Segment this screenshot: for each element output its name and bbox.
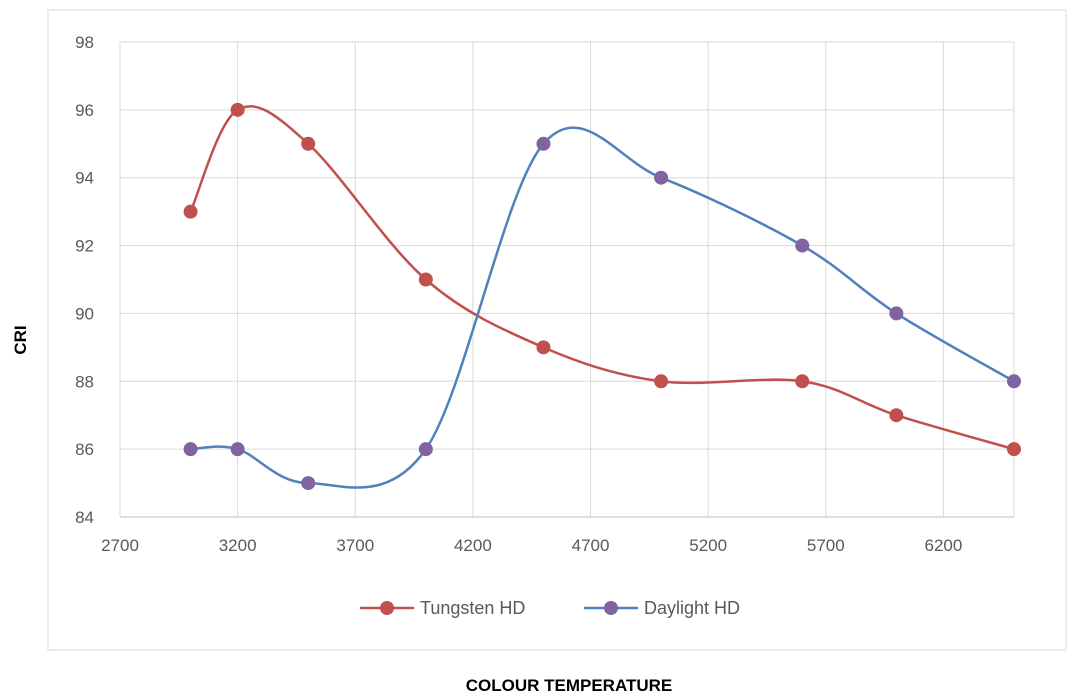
data-point [418,272,433,287]
data-point [889,408,904,423]
data-point [536,136,551,151]
y-tick-label: 90 [75,304,94,323]
y-tick-label: 92 [75,237,94,256]
series-1 [183,126,1021,491]
legend-item: Tungsten HD [360,598,525,618]
data-point [795,238,810,253]
x-tick-label: 3700 [336,536,374,555]
tick-labels: 84 86 88 90 92 94 96 98 2700 3200 3700 4200 4700 5200… [75,33,962,555]
data-point [183,442,198,457]
legend-marker [604,601,618,615]
chart-frame [47,9,1067,651]
x-tick-label: 3200 [219,536,257,555]
x-tick-label: 2700 [101,536,139,555]
x-tick-label: 5200 [689,536,727,555]
legend-marker [380,601,394,615]
data-point [795,374,810,389]
x-tick-label: 4200 [454,536,492,555]
data-point [536,340,551,355]
data-point [230,442,245,457]
x-axis-title: COLOUR TEMPERATURE [466,676,673,695]
y-tick-label: 94 [75,169,94,188]
series-group [183,102,1021,491]
data-point [889,306,904,321]
legend: Tungsten HD Daylight HD [360,598,740,618]
y-axis-title: CRI [11,325,30,354]
data-point [230,102,245,117]
legend-item: Daylight HD [584,598,740,618]
data-point [654,170,669,185]
data-point [418,442,433,457]
y-tick-label: 98 [75,33,94,52]
y-tick-label: 84 [75,508,94,527]
y-tick-label: 96 [75,101,94,120]
data-point [301,136,316,151]
series-0 [183,102,1021,457]
data-point [1007,374,1021,389]
gridlines [119,41,1015,518]
y-tick-label: 86 [75,440,94,459]
data-point [1007,442,1021,457]
x-tick-label: 6200 [925,536,963,555]
legend-label: Daylight HD [644,598,740,618]
data-point [301,476,316,491]
data-point [183,204,198,219]
x-tick-label: 5700 [807,536,845,555]
legend-label: Tungsten HD [420,598,525,618]
x-tick-label: 4700 [572,536,610,555]
y-tick-label: 88 [75,372,94,391]
data-point [654,374,669,389]
